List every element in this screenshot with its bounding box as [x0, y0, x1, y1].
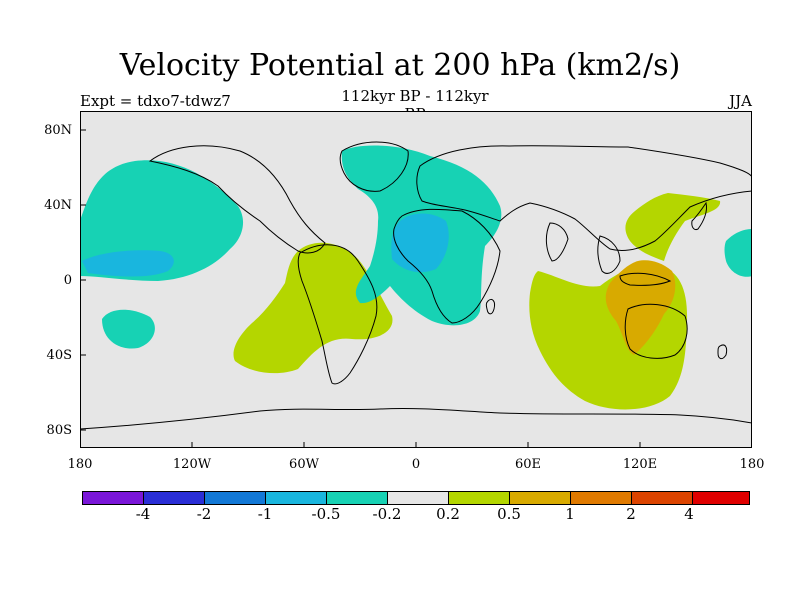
chart-title: Velocity Potential at 200 hPa (km2/s) [119, 48, 681, 83]
coast-north-america [148, 145, 326, 254]
colorbar-tick-label: -0.5 [311, 505, 341, 523]
colorbar-box [448, 491, 510, 505]
coast-india [545, 222, 569, 262]
colorbar-box [631, 491, 693, 505]
velocity-potential-map [80, 111, 752, 448]
colorbar-box [204, 491, 266, 505]
colorbar-tick-label: 4 [684, 505, 694, 523]
coast-new-zealand [717, 344, 728, 360]
colorbar-box [82, 491, 144, 505]
colorbar [82, 491, 750, 505]
region-north-pacific-negative [80, 160, 244, 281]
y-tick-label: 0 [63, 273, 72, 288]
coast-south-america [297, 244, 378, 385]
coast-antarctica [80, 407, 752, 430]
coast-greenland [339, 141, 409, 192]
colorbar-box [692, 491, 750, 505]
colorbar-box [326, 491, 388, 505]
x-tick-label: 180 [67, 457, 93, 472]
coast-eurasia [416, 145, 752, 252]
colorbar-tick-label: 0.2 [436, 505, 460, 523]
coastlines [80, 141, 752, 430]
colorbar-tick-label: -4 [135, 505, 151, 523]
coast-africa [393, 208, 501, 324]
colorbar-box [387, 491, 449, 505]
season-label: JJA [729, 92, 752, 110]
x-tick-label: 120W [172, 457, 212, 472]
coast-australia [624, 303, 688, 359]
x-tick-label: 180 [739, 457, 765, 472]
region-africa-core [391, 213, 449, 273]
y-tick-label: 40N [44, 198, 72, 213]
colorbar-tick-label: -0.2 [372, 505, 402, 523]
region-south-america-positive [233, 242, 393, 374]
coast-se-asia [597, 235, 621, 274]
map-panel [80, 111, 752, 448]
region-south-pacific-negative [102, 309, 155, 349]
colorbar-tick-label: 2 [626, 505, 636, 523]
y-tick-label: 40S [46, 348, 72, 363]
colorbar-box [509, 491, 571, 505]
x-tick-label: 120E [622, 457, 658, 472]
tick-marks [80, 129, 752, 448]
colorbar-box [570, 491, 632, 505]
y-tick-label: 80S [46, 423, 72, 438]
x-tick-label: 0 [411, 457, 421, 472]
x-tick-label: 60W [289, 457, 319, 472]
colorbar-tick-label: -1 [257, 505, 273, 523]
coast-japan [691, 201, 707, 230]
colorbar-tick-label: 0.5 [497, 505, 521, 523]
colorbar-tick-label: 1 [565, 505, 575, 523]
coast-indonesia [619, 272, 672, 286]
y-tick-label: 80N [44, 123, 72, 138]
colorbar-tick-label: -2 [196, 505, 212, 523]
colorbar-box [265, 491, 327, 505]
coast-madagascar [485, 298, 495, 315]
x-tick-label: 60E [514, 457, 542, 472]
region-eastern-pacific-negative [724, 229, 752, 277]
colorbar-box [143, 491, 205, 505]
region-central-pacific-core [82, 250, 174, 277]
experiment-label: Expt = tdxo7-tdwz7 [80, 92, 231, 110]
